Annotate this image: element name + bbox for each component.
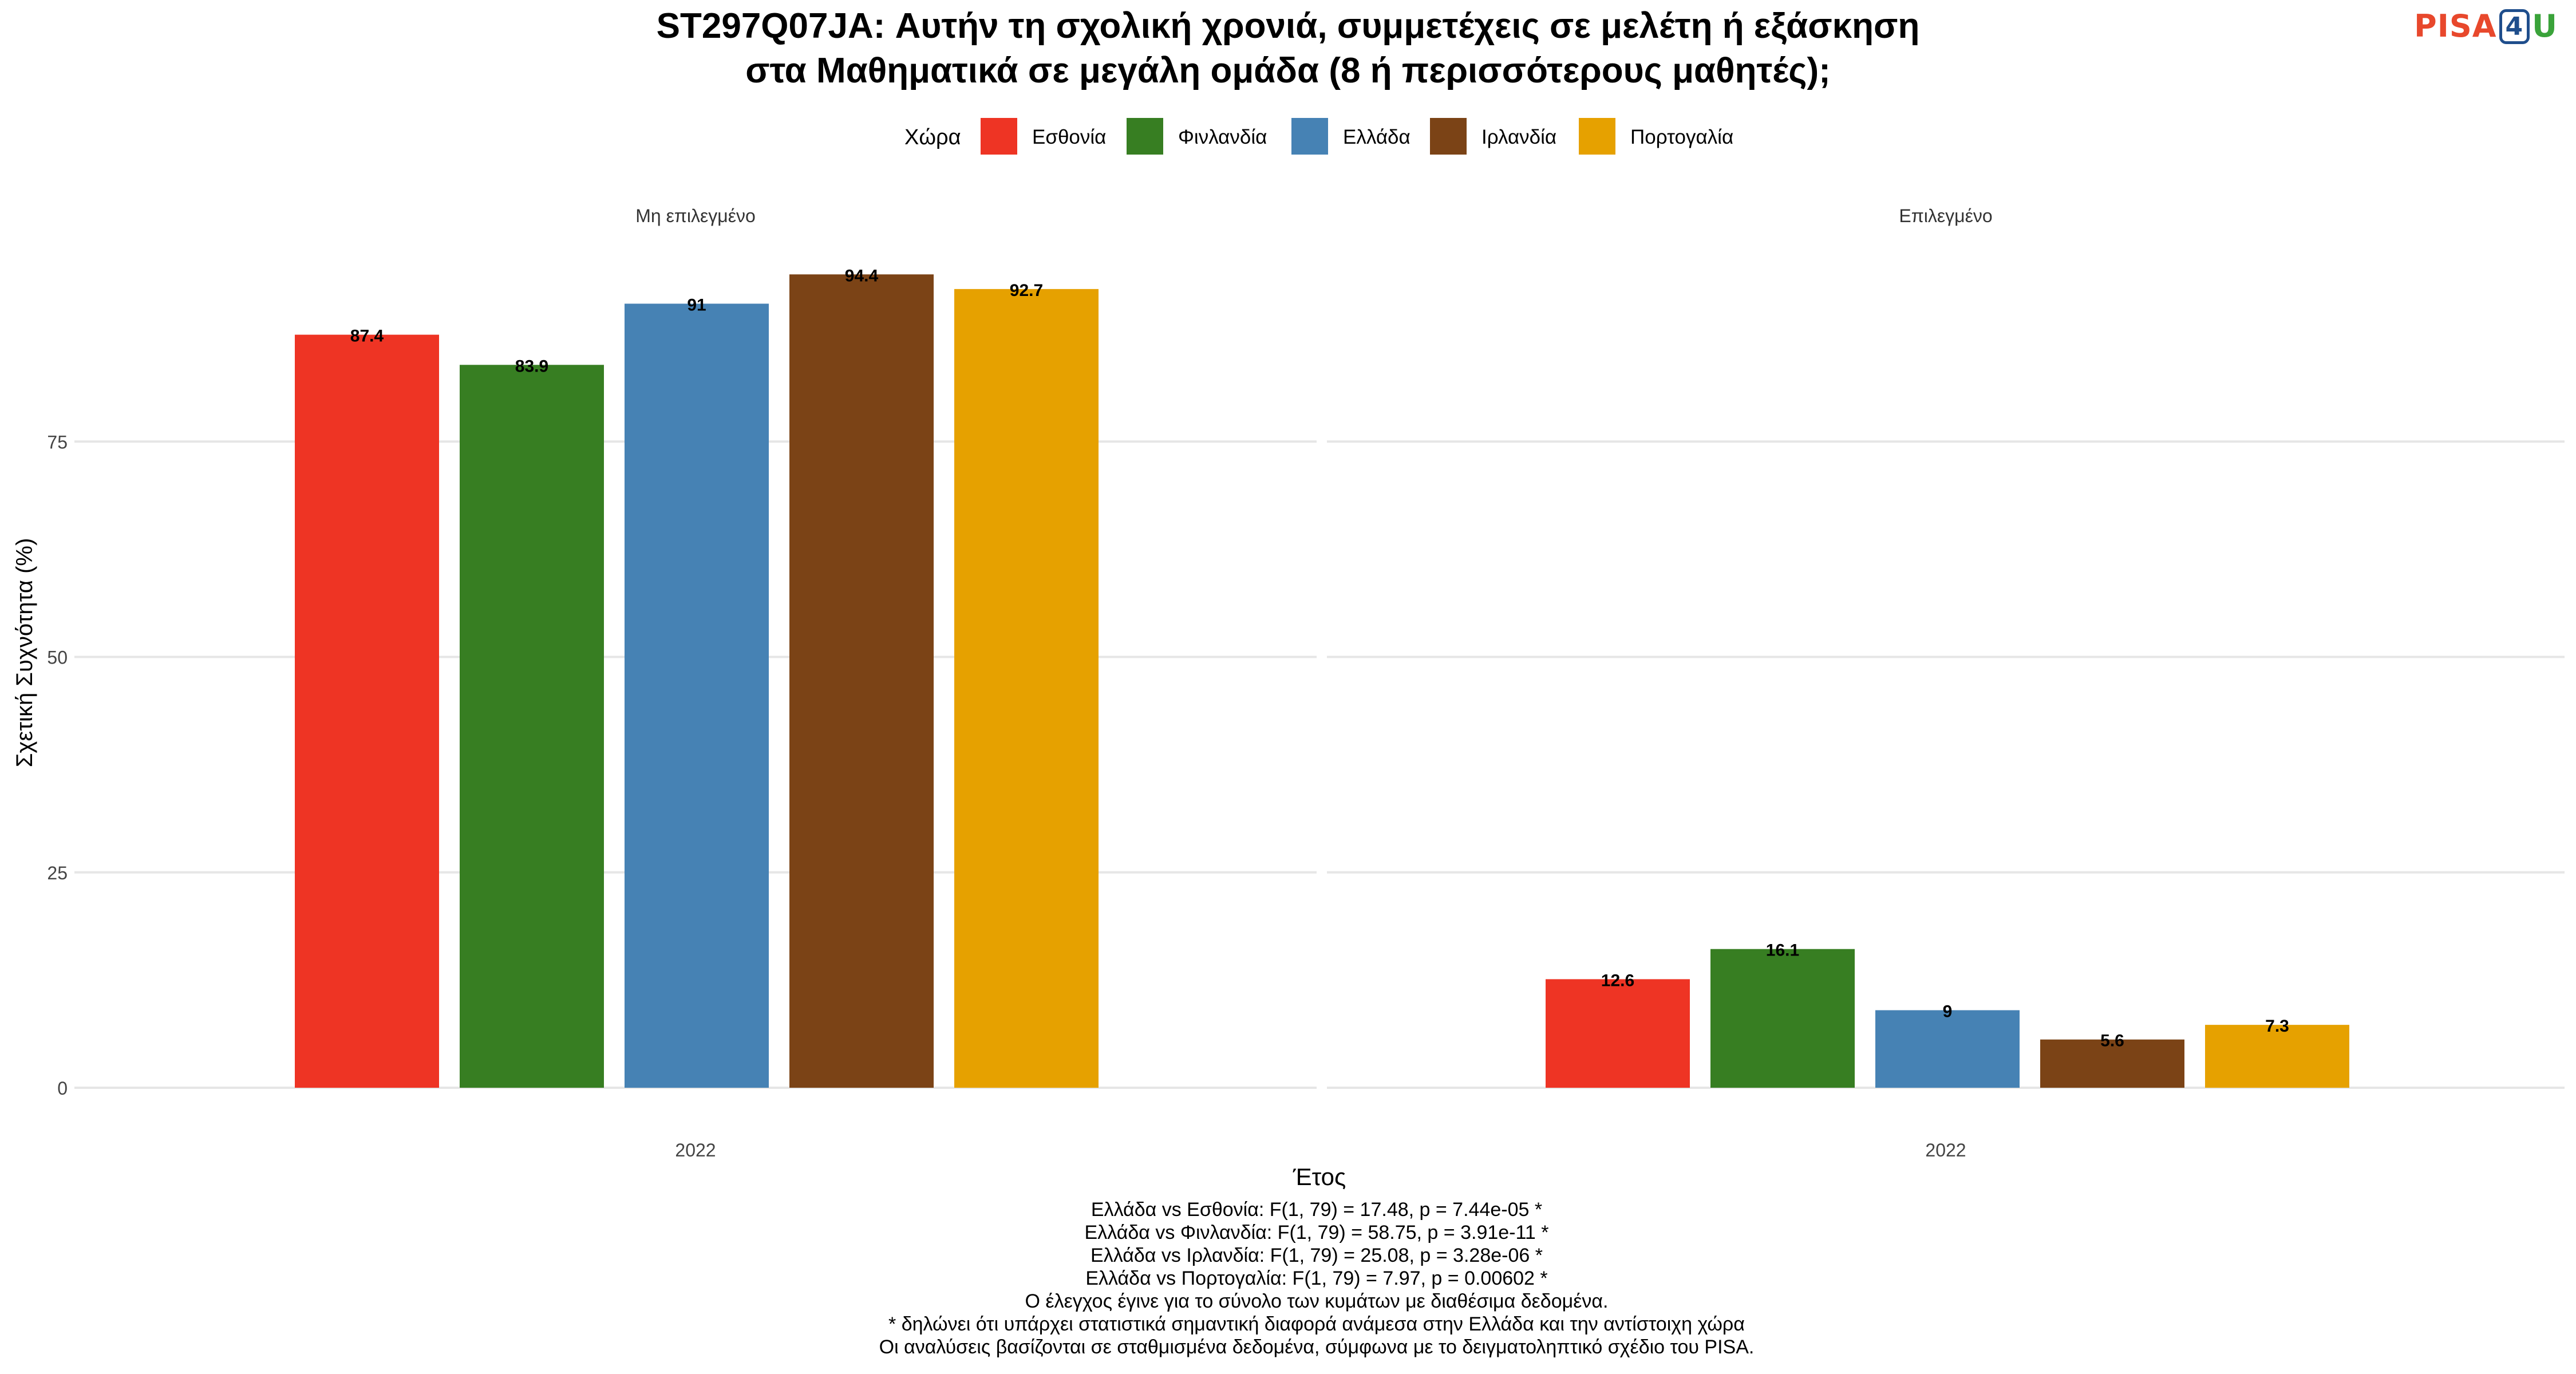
logo-part-3: U [2532,8,2558,44]
panel-1: Μη επιλεγμένο 87.4 83.9 91 94.4 92.7 2022 [74,206,1317,1160]
bar-Φινλανδία [1710,949,1855,1088]
data-label: 83.9 [515,357,548,376]
caption-line: Ελλάδα vs Πορτογαλία: F(1, 79) = 7.97, p… [1085,1268,1547,1289]
y-tick-label: 75 [47,432,68,452]
bar-Φινλανδία [460,365,604,1088]
data-label: 7.3 [2265,1017,2289,1036]
bar-Ιρλανδία [789,274,934,1088]
legend-label: Φινλανδία [1178,126,1267,148]
legend-title: Χώρα [904,125,961,149]
legend-label: Εσθονία [1032,126,1106,148]
data-label: 91 [687,295,706,314]
legend-swatch [1579,118,1615,155]
data-label: 5.6 [2100,1032,2124,1051]
data-label: 87.4 [350,327,384,346]
logo-part-1: PISA [2414,8,2497,44]
bar-Ελλάδα [1875,1010,2020,1088]
bar-Πορτογαλία [2205,1025,2349,1088]
title-line-2: στα Μαθηματικά σε μεγάλη ομάδα (8 ή περι… [745,51,1830,90]
data-label: 16.1 [1766,941,1799,960]
x-axis-label: Έτος [1293,1163,1346,1190]
x-tick-label: 2022 [675,1140,716,1160]
logo-part-2: 4 [2499,9,2530,44]
caption-line: Ελλάδα vs Φινλανδία: F(1, 79) = 58.75, p… [1085,1222,1549,1243]
data-label: 92.7 [1010,281,1043,300]
bar-Πορτογαλία [954,289,1099,1088]
legend-swatch [981,118,1017,155]
y-tick-label: 0 [57,1078,68,1099]
legend-label: Ιρλανδία [1481,126,1556,148]
legend-swatch [1291,118,1328,155]
x-tick-label: 2022 [1925,1140,1966,1160]
pisa4u-logo: PISA 4 U [2414,8,2558,44]
panel-label: Μη επιλεγμένο [635,206,756,226]
bar-Ελλάδα [625,303,769,1088]
y-tick-label: 25 [47,863,68,883]
data-label: 94.4 [845,266,879,285]
legend: Χώρα Εσθονία Φινλανδία Ελλάδα Ιρλανδία Πορτογ… [904,118,1733,155]
caption-line: Οι αναλύσεις βασίζονται σε σταθμισμένα δ… [879,1336,1755,1358]
data-label: 12.6 [1601,971,1634,990]
data-label: 9 [1943,1002,1953,1021]
bar-Ιρλανδία [2040,1039,2184,1088]
legend-swatch [1430,118,1467,155]
axes: 0 25 50 75 Σχετική Συχνότητα (%) Έτος [12,432,1346,1190]
panel-label: Επιλεγμένο [1899,206,1992,226]
caption-line: Ελλάδα vs Ιρλανδία: F(1, 79) = 25.08, p … [1091,1245,1543,1266]
caption: Ελλάδα vs Εσθονία: F(1, 79) = 17.48, p =… [879,1199,1755,1358]
caption-line: Ελλάδα vs Εσθονία: F(1, 79) = 17.48, p =… [1091,1199,1542,1221]
legend-label: Ελλάδα [1343,126,1411,148]
y-axis-label: Σχετική Συχνότητα (%) [12,538,37,768]
chart-title: ST297Q07JA: Αυτήν τη σχολική χρονιά, συμ… [657,6,1920,90]
legend-swatch [1127,118,1163,155]
y-tick-label: 50 [47,647,68,668]
caption-line: Ο έλεγχος έγινε για το σύνολο των κυμάτω… [1025,1290,1609,1312]
bar-Εσθονία [295,334,439,1088]
bar-Εσθονία [1546,979,1690,1088]
panel-2: Επιλεγμένο 12.6 16.1 9 5.6 7.3 2022 [1327,206,2565,1160]
caption-line: * δηλώνει ότι υπάρχει στατιστικά σημαντι… [888,1313,1745,1335]
title-line-1: ST297Q07JA: Αυτήν τη σχολική χρονιά, συμ… [657,6,1920,46]
plot-panels: Μη επιλεγμένο87.483.99194.492.72022Επιλε… [74,206,2565,1160]
legend-label: Πορτογαλία [1630,126,1733,148]
